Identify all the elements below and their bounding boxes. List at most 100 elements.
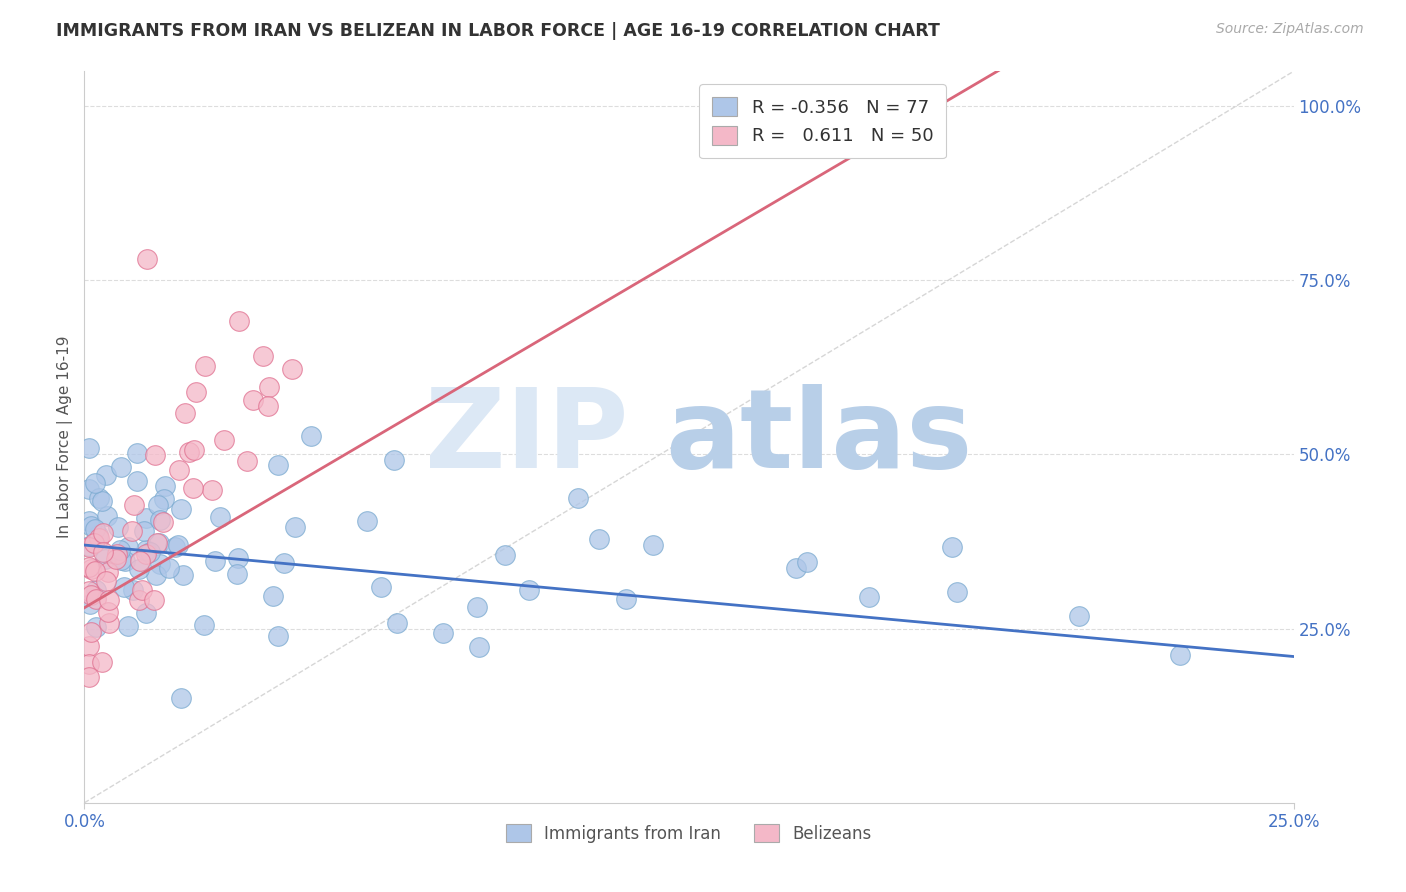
Point xyxy=(858,590,880,604)
Point xyxy=(84,522,107,536)
Point xyxy=(79,588,101,602)
Text: IMMIGRANTS FROM IRAN VS BELIZEAN IN LABOR FORCE | AGE 16-19 CORRELATION CHART: IMMIGRANTS FROM IRAN VS BELIZEAN IN LABO… xyxy=(56,22,941,40)
Point xyxy=(1170,648,1192,663)
Point xyxy=(145,568,167,582)
Point xyxy=(128,593,150,607)
Point xyxy=(125,474,148,488)
Point xyxy=(91,545,114,559)
Point xyxy=(112,580,135,594)
Point xyxy=(382,452,405,467)
Point xyxy=(135,547,157,561)
Point xyxy=(517,582,540,597)
Point xyxy=(84,475,107,490)
Point xyxy=(193,618,215,632)
Text: ZIP: ZIP xyxy=(425,384,628,491)
Point xyxy=(79,597,101,611)
Point xyxy=(84,582,107,597)
Point xyxy=(201,483,224,497)
Point xyxy=(97,566,120,580)
Point xyxy=(145,448,167,462)
Point xyxy=(83,535,105,549)
Point xyxy=(242,393,264,408)
Point xyxy=(77,560,100,574)
Point xyxy=(186,384,208,399)
Point xyxy=(228,314,250,328)
Point xyxy=(149,557,172,571)
Point xyxy=(77,639,100,653)
Point xyxy=(157,561,180,575)
Point xyxy=(110,460,132,475)
Point xyxy=(136,252,159,267)
Point xyxy=(91,526,114,541)
Point xyxy=(236,453,259,467)
Point xyxy=(370,580,392,594)
Point xyxy=(108,543,131,558)
Point xyxy=(77,583,100,598)
Point xyxy=(167,463,190,477)
Point xyxy=(209,510,232,524)
Point xyxy=(97,605,120,619)
Point xyxy=(122,582,145,597)
Point xyxy=(194,359,217,373)
Point xyxy=(117,619,139,633)
Point xyxy=(91,655,114,669)
Point xyxy=(87,491,110,505)
Point xyxy=(132,524,155,538)
Point xyxy=(183,442,205,457)
Point xyxy=(257,399,280,413)
Point xyxy=(262,589,284,603)
Point xyxy=(204,554,226,568)
Point xyxy=(432,625,454,640)
Point xyxy=(87,531,110,545)
Point xyxy=(149,513,172,527)
Point xyxy=(90,494,112,508)
Point xyxy=(125,445,148,459)
Legend: Immigrants from Iran, Belizeans: Immigrants from Iran, Belizeans xyxy=(499,818,879,849)
Point xyxy=(257,380,280,394)
Text: Source: ZipAtlas.com: Source: ZipAtlas.com xyxy=(1216,22,1364,37)
Point xyxy=(146,498,169,512)
Point xyxy=(79,624,101,639)
Point xyxy=(299,428,322,442)
Point xyxy=(117,540,139,554)
Point xyxy=(181,481,204,495)
Text: atlas: atlas xyxy=(665,384,972,491)
Point xyxy=(167,538,190,552)
Point xyxy=(97,615,120,630)
Point xyxy=(135,511,157,525)
Point xyxy=(110,553,132,567)
Point xyxy=(105,547,128,561)
Point xyxy=(252,349,274,363)
Point xyxy=(495,549,517,563)
Point xyxy=(468,640,491,655)
Point xyxy=(77,540,100,554)
Point xyxy=(84,591,107,606)
Point xyxy=(941,541,963,555)
Point xyxy=(170,502,193,516)
Point xyxy=(170,690,193,705)
Point xyxy=(94,552,117,566)
Point xyxy=(121,524,143,539)
Point xyxy=(96,468,118,483)
Point xyxy=(139,545,162,559)
Point xyxy=(114,554,136,568)
Point xyxy=(153,492,176,507)
Point xyxy=(226,567,249,582)
Point xyxy=(124,498,146,512)
Point xyxy=(567,491,589,505)
Point xyxy=(172,568,194,582)
Point xyxy=(785,561,807,575)
Point xyxy=(165,540,187,554)
Point xyxy=(614,591,637,606)
Point xyxy=(77,514,100,528)
Point xyxy=(643,537,665,551)
Y-axis label: In Labor Force | Age 16-19: In Labor Force | Age 16-19 xyxy=(58,335,73,539)
Point xyxy=(131,582,153,597)
Point xyxy=(212,434,235,448)
Point xyxy=(86,528,108,542)
Point xyxy=(267,629,290,643)
Point xyxy=(796,555,818,569)
Point xyxy=(142,593,165,607)
Point xyxy=(284,520,307,534)
Point xyxy=(77,657,100,671)
